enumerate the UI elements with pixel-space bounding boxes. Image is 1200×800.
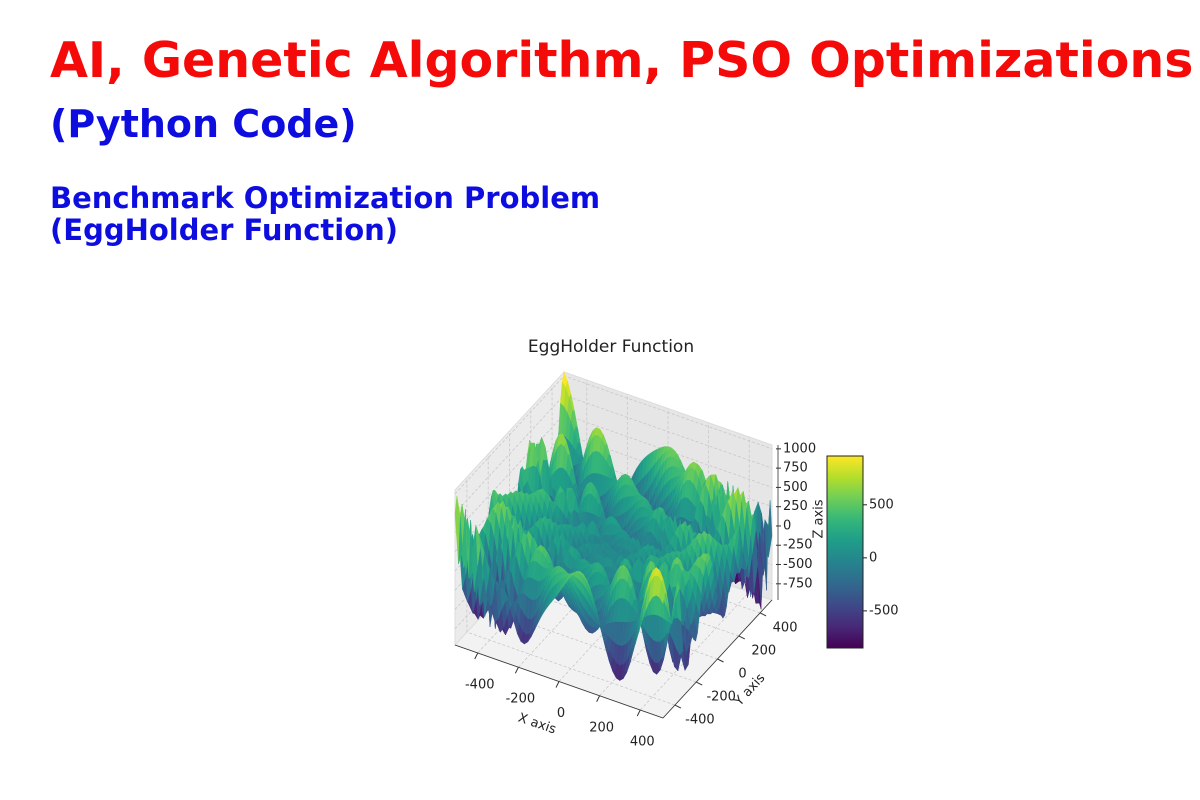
axis-line	[662, 599, 773, 719]
x-tick	[514, 667, 519, 674]
y-tick-label: 400	[773, 620, 798, 635]
surface-face	[659, 581, 666, 605]
section-line: Benchmark Optimization Problem	[50, 181, 601, 215]
z-tick-label: -250	[783, 538, 813, 553]
x-tick	[474, 652, 479, 660]
chart-title: EggHolder Function	[528, 337, 694, 357]
z-tick-label: 0	[783, 518, 791, 533]
z-tick-label: -750	[783, 576, 813, 591]
y-tick-label: 200	[751, 643, 776, 658]
section-line: (EggHolder Function)	[50, 213, 399, 247]
colorbar	[826, 455, 864, 649]
z-tick-label: 500	[783, 480, 808, 495]
grid-line	[639, 437, 750, 711]
x-tick-label: -400	[465, 677, 495, 692]
section-title: Benchmark Optimization Problem (EggHolder…	[50, 182, 600, 246]
y-tick	[738, 635, 746, 640]
x-tick	[555, 681, 560, 688]
x-tick-label: 200	[589, 720, 614, 735]
colorbar-tick-label: -500	[869, 603, 899, 618]
x-axis-label: X axis	[516, 711, 558, 738]
y-tick-label: -200	[706, 690, 736, 705]
subtitle: (Python Code)	[50, 102, 357, 146]
y-tick	[759, 612, 767, 617]
colorbar-tick-label: 0	[869, 550, 877, 565]
z-tick-label: -500	[783, 557, 813, 572]
grid-line	[466, 477, 676, 706]
y-tick-label: -400	[685, 713, 715, 728]
z-tick-label: 1000	[783, 441, 816, 456]
y-tick	[695, 681, 703, 686]
x-tick-label: 0	[557, 706, 565, 721]
x-tick	[596, 695, 601, 702]
y-tick	[717, 658, 724, 663]
title: AI, Genetic Algorithm, PSO Optimizations	[50, 32, 1194, 89]
z-tick-label: 750	[783, 461, 808, 476]
axis-line	[454, 644, 664, 719]
z-axis-label: Z axis	[812, 499, 827, 538]
colorbar-tick-label: 500	[869, 497, 894, 512]
z-tick-label: 250	[783, 499, 808, 514]
y-tick	[674, 704, 682, 709]
y-tick-label: 0	[738, 667, 746, 682]
x-tick	[636, 709, 641, 717]
y-axis-label: Y axis	[731, 671, 768, 710]
x-tick-label: 400	[630, 735, 655, 750]
surface	[454, 371, 773, 681]
x-tick-label: -200	[506, 692, 536, 707]
